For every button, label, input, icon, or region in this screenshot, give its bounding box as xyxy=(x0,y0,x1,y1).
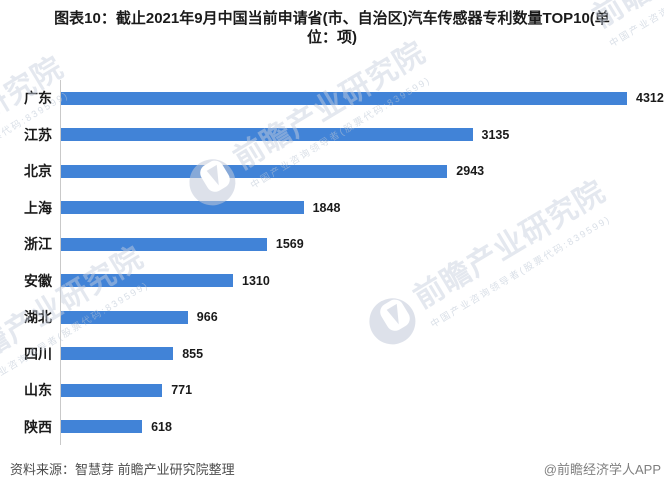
category-label: 浙江 xyxy=(24,236,52,253)
bar xyxy=(61,237,267,251)
chart-row: 上海 1848 xyxy=(0,189,664,226)
bar xyxy=(61,128,473,142)
value-label: 1310 xyxy=(242,273,270,288)
category-label: 山东 xyxy=(24,382,52,399)
bar xyxy=(61,201,304,215)
bar-area: 2943 xyxy=(60,153,664,190)
value-label: 3135 xyxy=(481,127,510,142)
category-label: 北京 xyxy=(24,163,52,180)
chart-row: 广东 4312 xyxy=(0,80,664,117)
bar xyxy=(61,164,448,178)
source-note: 资料来源：智慧芽 前瞻产业研究院整理 xyxy=(10,462,235,477)
bar-area: 3135 xyxy=(60,116,664,153)
value-label: 4312 xyxy=(636,91,664,106)
chart-row: 湖北 966 xyxy=(0,299,664,336)
chart-row: 浙江 1569 xyxy=(0,226,664,263)
chart-title: 图表10：截止2021年9月中国当前申请省(市、自治区)汽车传感器专利数量TOP… xyxy=(0,9,664,47)
value-label: 855 xyxy=(182,346,204,361)
value-label: 771 xyxy=(171,383,193,398)
bar-area: 1310 xyxy=(60,262,664,299)
bar-area: 771 xyxy=(60,372,664,409)
chart-row: 四川 855 xyxy=(0,335,664,372)
chart-row: 安徽 1310 xyxy=(0,262,664,299)
category-label: 四川 xyxy=(24,345,52,362)
bar-area: 855 xyxy=(60,335,664,372)
bar-area: 1848 xyxy=(60,189,664,226)
category-label: 上海 xyxy=(24,199,52,216)
chart-title-line1: 图表10：截止2021年9月中国当前申请省(市、自治区)汽车传感器专利数量TOP… xyxy=(54,10,610,27)
chart-row: 山东 771 xyxy=(0,372,664,409)
bar xyxy=(61,347,174,361)
bar-area: 966 xyxy=(60,299,664,336)
chart-row: 陕西 618 xyxy=(0,408,664,445)
chart-row: 江苏 3135 xyxy=(0,116,664,153)
brand-note: @前瞻经济学人APP xyxy=(543,462,661,477)
bar xyxy=(61,383,163,397)
value-label: 618 xyxy=(151,419,172,434)
chart-title-line2: 位：项) xyxy=(307,29,357,46)
bar-area: 4312 xyxy=(60,80,664,117)
bar xyxy=(61,274,233,288)
bar-area: 1569 xyxy=(60,226,664,263)
bar xyxy=(61,420,143,434)
value-label: 2943 xyxy=(456,164,485,179)
category-label: 广东 xyxy=(24,90,52,107)
bar xyxy=(61,310,188,324)
category-label: 安徽 xyxy=(24,272,52,289)
bar-chart: 广东 4312 江苏 3135 北京 2943 上海 1848 浙江 1569 安徽 1310 湖北 96… xyxy=(0,80,664,445)
value-label: 1848 xyxy=(312,200,341,215)
category-label: 湖北 xyxy=(24,309,52,326)
value-label: 966 xyxy=(196,310,218,325)
category-label: 江苏 xyxy=(24,126,52,143)
category-label: 陕西 xyxy=(24,418,52,435)
bar-area: 618 xyxy=(60,408,664,445)
bar xyxy=(61,91,627,105)
chart-row: 北京 2943 xyxy=(0,153,664,190)
value-label: 1569 xyxy=(275,237,304,252)
